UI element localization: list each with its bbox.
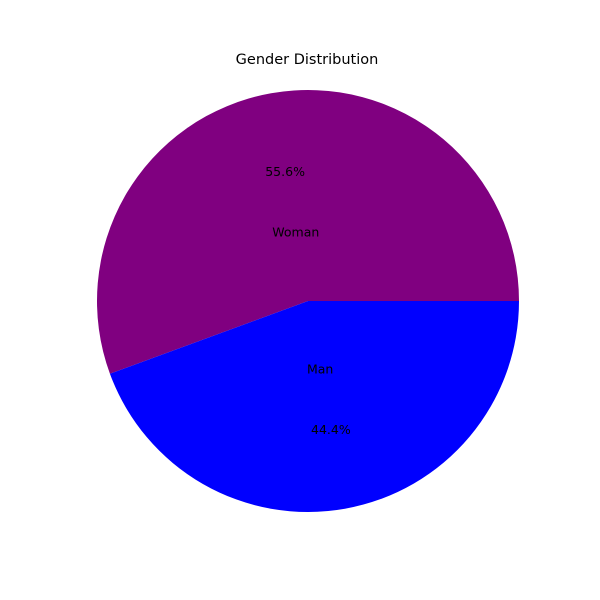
pie-slice-man xyxy=(109,301,519,513)
pie-slices xyxy=(97,90,519,513)
pie-labels: Woman 55.6% Man 44.4% xyxy=(265,164,351,437)
slice-label-woman: Woman xyxy=(272,224,319,239)
chart-title: Gender Distribution xyxy=(236,52,379,68)
pie-slice-woman xyxy=(97,90,519,374)
percent-label-man: 44.4% xyxy=(311,422,351,437)
percent-label-woman: 55.6% xyxy=(265,164,305,179)
slice-label-man: Man xyxy=(307,362,333,377)
